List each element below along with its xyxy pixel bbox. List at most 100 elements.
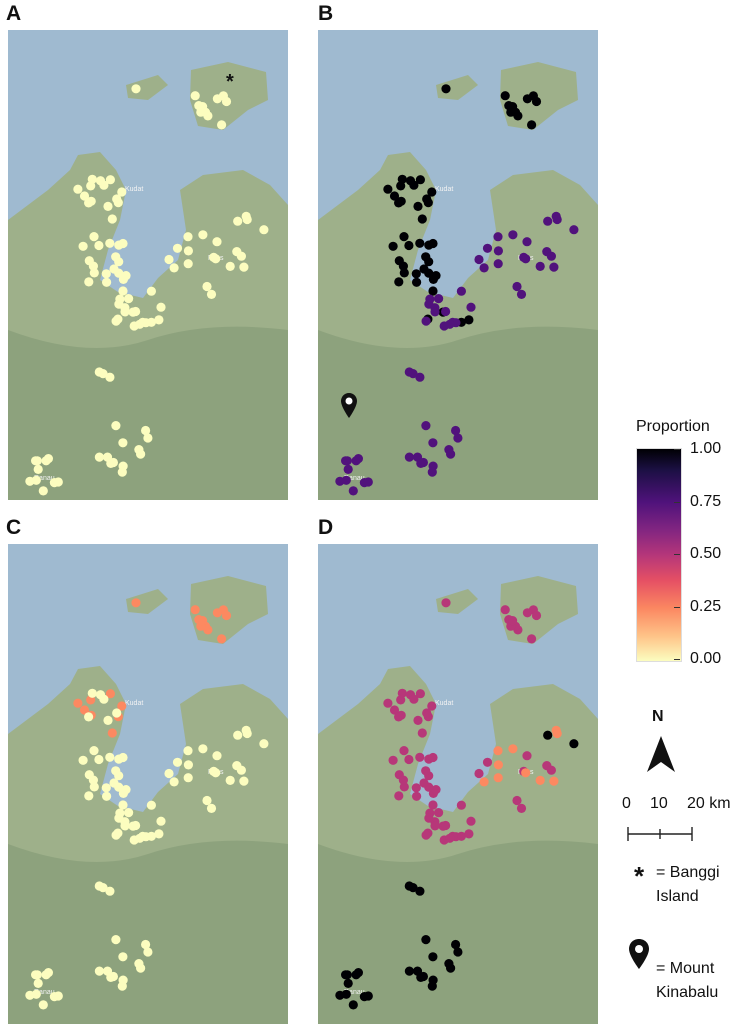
sampling-site-dot[interactable] — [87, 174, 97, 184]
sampling-site-dot[interactable] — [118, 438, 128, 448]
sampling-site-dot[interactable] — [183, 760, 193, 770]
sampling-site-dot[interactable] — [131, 820, 141, 831]
sampling-site-dot[interactable] — [105, 752, 115, 762]
sampling-site-dot[interactable] — [389, 191, 400, 201]
sampling-site-dot[interactable] — [94, 966, 104, 976]
sampling-site-dot[interactable] — [415, 175, 425, 185]
sampling-site-dot[interactable] — [398, 775, 408, 785]
sampling-site-dot[interactable] — [172, 757, 183, 767]
sampling-site-dot[interactable] — [522, 237, 532, 247]
sampling-site-dot[interactable] — [98, 883, 108, 893]
sampling-site-dot[interactable] — [445, 319, 455, 329]
sampling-site-dot[interactable] — [172, 243, 183, 253]
sampling-site-dot[interactable] — [143, 433, 153, 443]
sampling-site-dot[interactable] — [394, 712, 404, 722]
sampling-site-dot[interactable] — [399, 268, 409, 278]
sampling-site-dot[interactable] — [412, 791, 422, 801]
sampling-site-dot[interactable] — [341, 989, 351, 999]
sampling-site-dot[interactable] — [522, 608, 532, 618]
sampling-site-dot[interactable] — [120, 821, 130, 831]
sampling-site-dot[interactable] — [79, 705, 90, 715]
sampling-site-dot[interactable] — [353, 454, 363, 464]
sampling-site-dot[interactable] — [482, 757, 493, 767]
sampling-site-dot[interactable] — [415, 689, 425, 699]
sampling-site-dot[interactable] — [411, 269, 421, 279]
sampling-site-dot[interactable] — [233, 730, 243, 740]
sampling-site-dot[interactable] — [225, 775, 235, 785]
sampling-site-dot[interactable] — [522, 94, 532, 104]
sampling-site-dot[interactable] — [118, 752, 128, 763]
sampling-site-dot[interactable] — [399, 782, 409, 792]
sampling-site-dot[interactable] — [441, 820, 451, 831]
sampling-site-dot[interactable] — [242, 214, 252, 225]
sampling-site-dot[interactable] — [107, 214, 117, 224]
sampling-site-dot[interactable] — [348, 1000, 358, 1010]
sampling-site-dot[interactable] — [441, 84, 451, 94]
map-panel-b[interactable]: KudatPitasRanau — [318, 30, 598, 500]
sampling-site-dot[interactable] — [343, 978, 353, 988]
sampling-site-dot[interactable] — [164, 768, 174, 779]
sampling-site-dot[interactable] — [411, 783, 421, 793]
sampling-site-dot[interactable] — [428, 752, 438, 763]
sampling-site-dot[interactable] — [415, 238, 425, 248]
sampling-site-dot[interactable] — [508, 616, 518, 626]
sampling-site-dot[interactable] — [394, 791, 404, 801]
sampling-site-dot[interactable] — [441, 598, 451, 608]
sampling-site-dot[interactable] — [341, 970, 351, 980]
sampling-site-dot[interactable] — [341, 456, 351, 466]
sampling-site-dot[interactable] — [38, 1000, 48, 1010]
sampling-site-dot[interactable] — [211, 254, 221, 264]
sampling-site-dot[interactable] — [221, 96, 232, 107]
sampling-site-dot[interactable] — [343, 464, 353, 474]
sampling-site-dot[interactable] — [466, 816, 476, 826]
sampling-site-dot[interactable] — [106, 972, 116, 982]
sampling-site-dot[interactable] — [206, 803, 217, 813]
sampling-site-dot[interactable] — [112, 708, 122, 718]
sampling-site-dot[interactable] — [31, 989, 41, 999]
sampling-site-dot[interactable] — [94, 240, 104, 251]
sampling-site-dot[interactable] — [169, 263, 179, 273]
sampling-site-dot[interactable] — [103, 715, 113, 725]
sampling-site-dot[interactable] — [118, 286, 128, 296]
sampling-site-dot[interactable] — [212, 608, 222, 618]
sampling-site-dot[interactable] — [398, 261, 408, 271]
sampling-site-dot[interactable] — [38, 486, 48, 496]
sampling-site-dot[interactable] — [198, 102, 208, 112]
sampling-site-dot[interactable] — [412, 277, 422, 287]
sampling-site-dot[interactable] — [427, 701, 437, 711]
sampling-site-dot[interactable] — [419, 264, 429, 274]
sampling-site-dot[interactable] — [124, 294, 134, 304]
sampling-site-dot[interactable] — [99, 180, 109, 190]
sampling-site-dot[interactable] — [156, 302, 166, 312]
sampling-site-dot[interactable] — [428, 952, 438, 962]
sampling-site-dot[interactable] — [493, 773, 503, 783]
sampling-site-dot[interactable] — [493, 760, 503, 770]
sampling-site-dot[interactable] — [105, 238, 115, 248]
sampling-site-dot[interactable] — [202, 795, 212, 806]
sampling-site-dot[interactable] — [183, 746, 193, 756]
sampling-site-dot[interactable] — [428, 438, 438, 448]
sampling-site-dot[interactable] — [89, 232, 99, 242]
sampling-site-dot[interactable] — [383, 184, 393, 194]
sampling-site-dot[interactable] — [543, 730, 553, 740]
sampling-site-dot[interactable] — [109, 264, 119, 274]
sampling-site-dot[interactable] — [516, 289, 527, 299]
sampling-site-dot[interactable] — [99, 694, 109, 704]
sampling-site-dot[interactable] — [98, 369, 108, 379]
sampling-site-dot[interactable] — [105, 689, 115, 699]
sampling-site-dot[interactable] — [117, 701, 127, 711]
sampling-site-dot[interactable] — [118, 800, 128, 810]
sampling-site-dot[interactable] — [221, 610, 232, 621]
sampling-site-dot[interactable] — [217, 120, 227, 130]
sampling-site-dot[interactable] — [428, 800, 438, 810]
sampling-site-dot[interactable] — [431, 785, 441, 795]
sampling-site-dot[interactable] — [422, 708, 432, 718]
sampling-site-dot[interactable] — [569, 225, 579, 235]
sampling-site-dot[interactable] — [114, 299, 124, 309]
sampling-site-dot[interactable] — [388, 241, 398, 251]
sampling-site-dot[interactable] — [73, 184, 83, 194]
sampling-site-dot[interactable] — [183, 259, 193, 269]
sampling-site-dot[interactable] — [404, 240, 414, 251]
sampling-site-dot[interactable] — [466, 302, 476, 312]
sampling-site-dot[interactable] — [474, 768, 484, 779]
